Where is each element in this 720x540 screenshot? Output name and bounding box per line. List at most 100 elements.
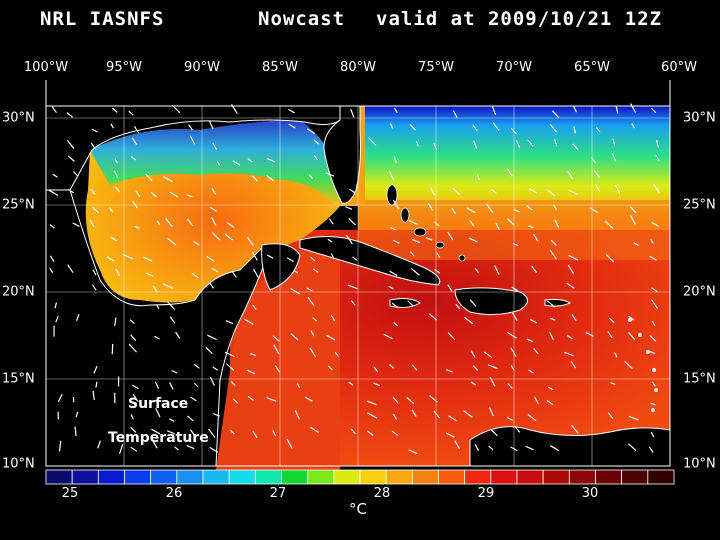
- lat-label-left: 25°N: [2, 197, 35, 213]
- wind-vector: [52, 173, 58, 178]
- colorbar-swatch: [359, 469, 387, 485]
- wind-vector: [288, 108, 295, 114]
- wind-vector: [507, 383, 513, 389]
- wind-vector: [348, 381, 354, 386]
- colorbar-swatch: [150, 469, 178, 485]
- wind-vector: [118, 444, 124, 455]
- colorbar-swatch: [385, 469, 413, 485]
- wind-vector: [367, 412, 378, 419]
- wind-vector: [229, 429, 235, 435]
- lat-label-left: 30°N: [2, 110, 35, 126]
- wind-vector: [350, 109, 355, 118]
- wind-vector: [246, 369, 256, 375]
- wind-vector: [525, 445, 534, 451]
- wind-vector: [528, 188, 538, 194]
- wind-vector: [551, 110, 560, 119]
- wind-vector: [651, 320, 656, 326]
- wind-vector: [114, 317, 117, 327]
- wind-vector: [206, 256, 215, 262]
- wind-vector: [489, 376, 496, 387]
- wind-vector: [186, 194, 193, 198]
- wind-vector: [247, 395, 254, 401]
- colorbar-tick: 25: [61, 486, 79, 501]
- wind-vector: [274, 365, 281, 373]
- wind-vector: [629, 206, 637, 214]
- wind-vector: [595, 126, 601, 133]
- wind-vector: [394, 107, 398, 114]
- wind-vector: [75, 411, 79, 418]
- wind-vector: [330, 314, 336, 322]
- wind-vector: [211, 267, 219, 273]
- wind-vector: [494, 265, 500, 275]
- wind-vector: [552, 204, 558, 211]
- colorbar-swatch: [542, 469, 570, 485]
- land: [45, 105, 671, 467]
- wind-vector: [93, 366, 98, 374]
- wind-vector: [114, 158, 118, 164]
- wind-vector: [366, 400, 377, 406]
- wind-vector: [76, 313, 80, 321]
- wind-vector: [366, 430, 374, 436]
- wind-vector: [474, 268, 480, 274]
- wind-vector: [66, 112, 74, 118]
- wind-vector: [629, 214, 636, 225]
- wind-vector: [156, 220, 161, 226]
- wind-vector: [534, 396, 539, 404]
- wind-vector: [393, 239, 400, 244]
- lat-label-left: 20°N: [2, 284, 35, 300]
- wind-vector: [554, 139, 558, 147]
- wind-vector: [550, 239, 557, 246]
- wind-vector: [175, 331, 181, 339]
- wind-vector: [211, 232, 221, 241]
- wind-vector: [513, 209, 520, 213]
- wind-vector: [208, 120, 214, 130]
- wind-vector: [615, 106, 619, 114]
- wind-vector: [512, 242, 519, 247]
- wind-vector: [546, 399, 554, 405]
- colorbar-swatch: [124, 469, 152, 485]
- wind-vector: [187, 415, 194, 422]
- wind-vector: [628, 315, 635, 321]
- wind-vector: [447, 332, 456, 341]
- lat-label-right: 15°N: [683, 371, 716, 387]
- wind-vector: [212, 142, 217, 150]
- wind-vector: [469, 299, 477, 307]
- wind-vector: [605, 254, 615, 263]
- wind-vector: [407, 300, 414, 307]
- wind-vector: [608, 317, 615, 324]
- wind-vector: [573, 126, 577, 134]
- wind-vector: [624, 360, 633, 370]
- wind-vector: [604, 220, 614, 229]
- wind-vector: [212, 366, 219, 371]
- wind-vector: [310, 426, 319, 434]
- wind-vector: [631, 123, 636, 129]
- wind-vector: [651, 299, 659, 310]
- lon-label: 70°W: [496, 60, 532, 75]
- wind-vector: [630, 103, 637, 113]
- wind-vector: [130, 426, 137, 433]
- wind-vector: [389, 270, 398, 277]
- colorbar-swatch: [595, 469, 623, 485]
- wind-vector: [191, 272, 199, 279]
- wind-vector: [595, 184, 601, 193]
- wind-vector: [388, 285, 394, 290]
- wind-vector: [266, 158, 276, 163]
- wind-vector: [570, 361, 577, 369]
- colorbar-swatch: [71, 469, 99, 485]
- wind-vector: [549, 249, 557, 260]
- wind-vector: [650, 431, 655, 438]
- wind-vector: [209, 376, 215, 386]
- wind-vector: [211, 187, 217, 195]
- wind-vector: [232, 160, 241, 166]
- wind-vector: [133, 125, 140, 134]
- wind-vector: [113, 170, 119, 179]
- wind-vector: [97, 440, 101, 449]
- wind-vector: [452, 188, 461, 195]
- wind-vector: [167, 237, 177, 246]
- wind-vector: [410, 267, 420, 276]
- wind-vector: [122, 253, 134, 260]
- wind-vector: [155, 304, 160, 310]
- wind-vector: [433, 410, 441, 419]
- wind-vector: [306, 287, 313, 292]
- wind-vector: [306, 128, 316, 135]
